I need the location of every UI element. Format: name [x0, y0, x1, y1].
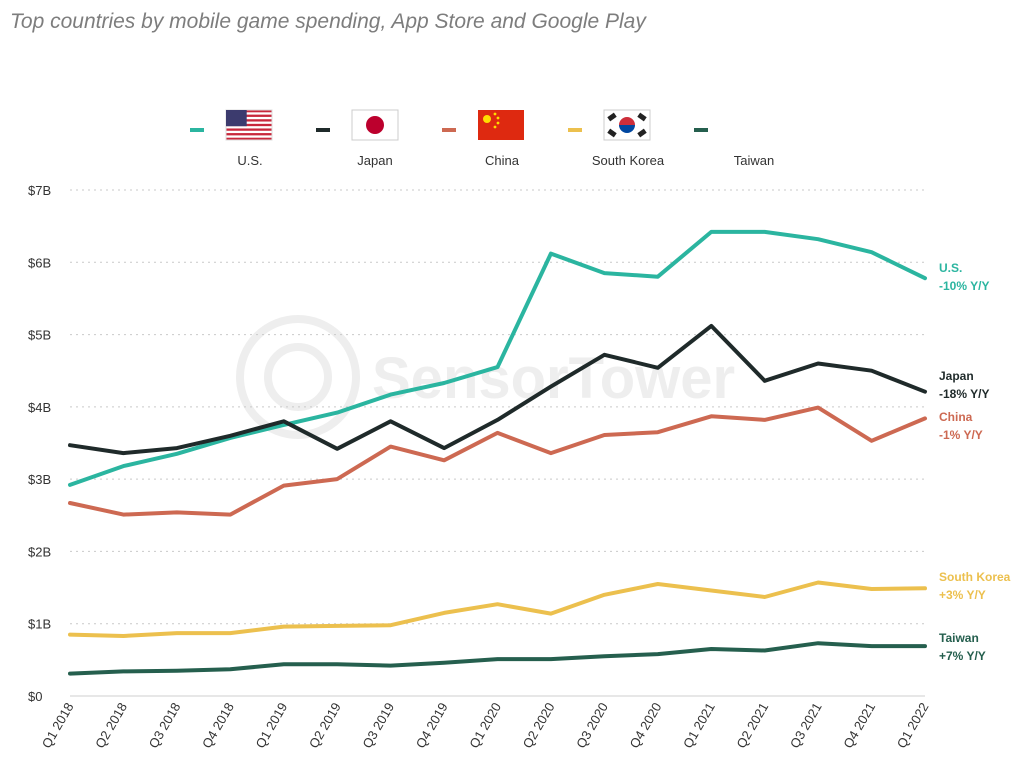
x-tick-label: Q4 2020: [626, 700, 664, 751]
y-tick-label: $1B: [28, 617, 51, 632]
legend: U.S. Japan China South Korea Taiwan: [190, 109, 774, 168]
x-tick-label: Q2 2021: [733, 700, 771, 751]
south-korea-flag-icon: [603, 109, 651, 141]
y-tick-label: $7B: [28, 183, 51, 198]
end-label-name: China: [939, 410, 973, 424]
y-tick-label: $4B: [28, 400, 51, 415]
japan-flag-icon: [351, 109, 399, 141]
x-tick-label: Q2 2018: [92, 700, 130, 751]
end-label-change: -10% Y/Y: [939, 279, 989, 293]
us-flag-icon: [225, 109, 273, 141]
series-line-china: [68, 405, 927, 517]
end-label-name: Japan: [939, 369, 974, 383]
end-label-change: -1% Y/Y: [939, 428, 983, 442]
legend-label: Japan: [357, 153, 392, 168]
x-tick-label: Q2 2019: [306, 700, 344, 751]
end-label-change: +7% Y/Y: [939, 649, 986, 663]
x-axis: Q1 2018 Q2 2018 Q3 2018 Q4 2018 Q1 2019 Q2 20…: [39, 700, 932, 751]
end-label-name: Taiwan: [939, 631, 979, 645]
legend-label: South Korea: [592, 153, 665, 168]
sensortower-logo-inner-ring: [264, 343, 332, 411]
watermark-text: SensorTower: [372, 346, 735, 411]
y-tick-label: $0: [28, 689, 42, 704]
chart-title: Top countries by mobile game spending, A…: [10, 10, 646, 33]
legend-label: Taiwan: [734, 153, 774, 168]
grid-lines: [70, 189, 925, 697]
series-line-south_korea: [68, 580, 927, 638]
series-line-us: [68, 229, 927, 487]
x-tick-label: Q1 2019: [252, 700, 290, 751]
series-line-japan: [68, 323, 927, 456]
x-tick-label: Q3 2021: [787, 700, 825, 751]
x-tick-label: Q1 2022: [894, 700, 932, 751]
x-tick-label: Q4 2018: [199, 700, 237, 751]
series-lines: [68, 229, 927, 676]
x-tick-label: Q4 2021: [840, 700, 878, 751]
y-tick-label: $3B: [28, 472, 51, 487]
sensortower-logo-icon: [236, 315, 360, 439]
y-tick-label: $2B: [28, 544, 51, 559]
y-tick-label: $6B: [28, 255, 51, 270]
end-label-name: South Korea: [939, 570, 1011, 584]
x-tick-label: Q3 2020: [573, 700, 611, 751]
end-label-name: U.S.: [939, 261, 962, 275]
end-label-change: +3% Y/Y: [939, 588, 986, 602]
x-tick-label: Q1 2020: [466, 700, 504, 751]
series-end-labels: U.S. -10% Y/Y Japan -18% Y/Y China -1% Y/Y Sou…: [939, 261, 1011, 663]
legend-label: China: [485, 153, 520, 168]
x-tick-label: Q1 2018: [39, 700, 77, 751]
y-tick-label: $5B: [28, 328, 51, 343]
x-tick-label: Q1 2021: [680, 700, 718, 751]
series-line-taiwan: [68, 641, 927, 676]
x-tick-label: Q3 2019: [359, 700, 397, 751]
x-tick-label: Q2 2020: [520, 700, 558, 751]
end-label-change: -18% Y/Y: [939, 387, 989, 401]
china-flag-icon: [478, 110, 524, 140]
x-tick-label: Q4 2019: [413, 700, 451, 751]
x-tick-label: Q3 2018: [146, 700, 184, 751]
y-axis: $0 $1B $2B $3B $4B $5B $6B $7B: [28, 183, 51, 704]
legend-label: U.S.: [237, 153, 262, 168]
